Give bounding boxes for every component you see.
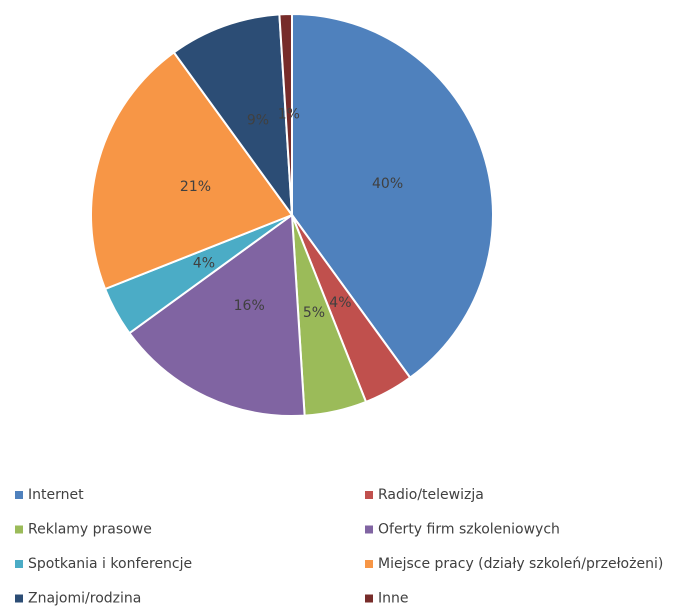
legend-swatch [15, 560, 23, 568]
legend-label: Oferty firm szkoleniowych [378, 522, 560, 538]
legend-label: Miejsce pracy (działy szkoleń/przełożeni… [378, 556, 663, 572]
legend-swatch [15, 491, 23, 499]
data-label: 4% [193, 255, 215, 271]
pie-slice [90, 50, 294, 291]
data-label: 5% [303, 305, 325, 321]
data-label: 16% [234, 298, 265, 314]
pie-slice [291, 12, 494, 380]
legend-swatch [365, 491, 373, 499]
legend-label: Radio/telewizja [378, 487, 484, 503]
data-label: 9% [247, 112, 269, 128]
legend-swatch [15, 594, 23, 603]
legend-label: Znajomi/rodzina [28, 591, 141, 607]
data-label: 21% [180, 179, 211, 195]
legend-swatch [15, 525, 23, 534]
legend-swatch [365, 560, 373, 568]
pie-slice [127, 213, 306, 417]
data-label: 4% [329, 295, 351, 311]
legend-label: Spotkania i konferencje [28, 556, 192, 572]
legend-label: Internet [28, 487, 84, 503]
legend-swatch [365, 594, 373, 603]
legend-label: Inne [378, 591, 409, 607]
legend-swatch [365, 525, 373, 534]
data-label: 40% [372, 176, 403, 192]
data-label: 1% [278, 107, 300, 123]
pie-slice [172, 13, 294, 219]
legend-label: Reklamy prasowe [28, 522, 152, 538]
pie-slice [278, 12, 293, 216]
